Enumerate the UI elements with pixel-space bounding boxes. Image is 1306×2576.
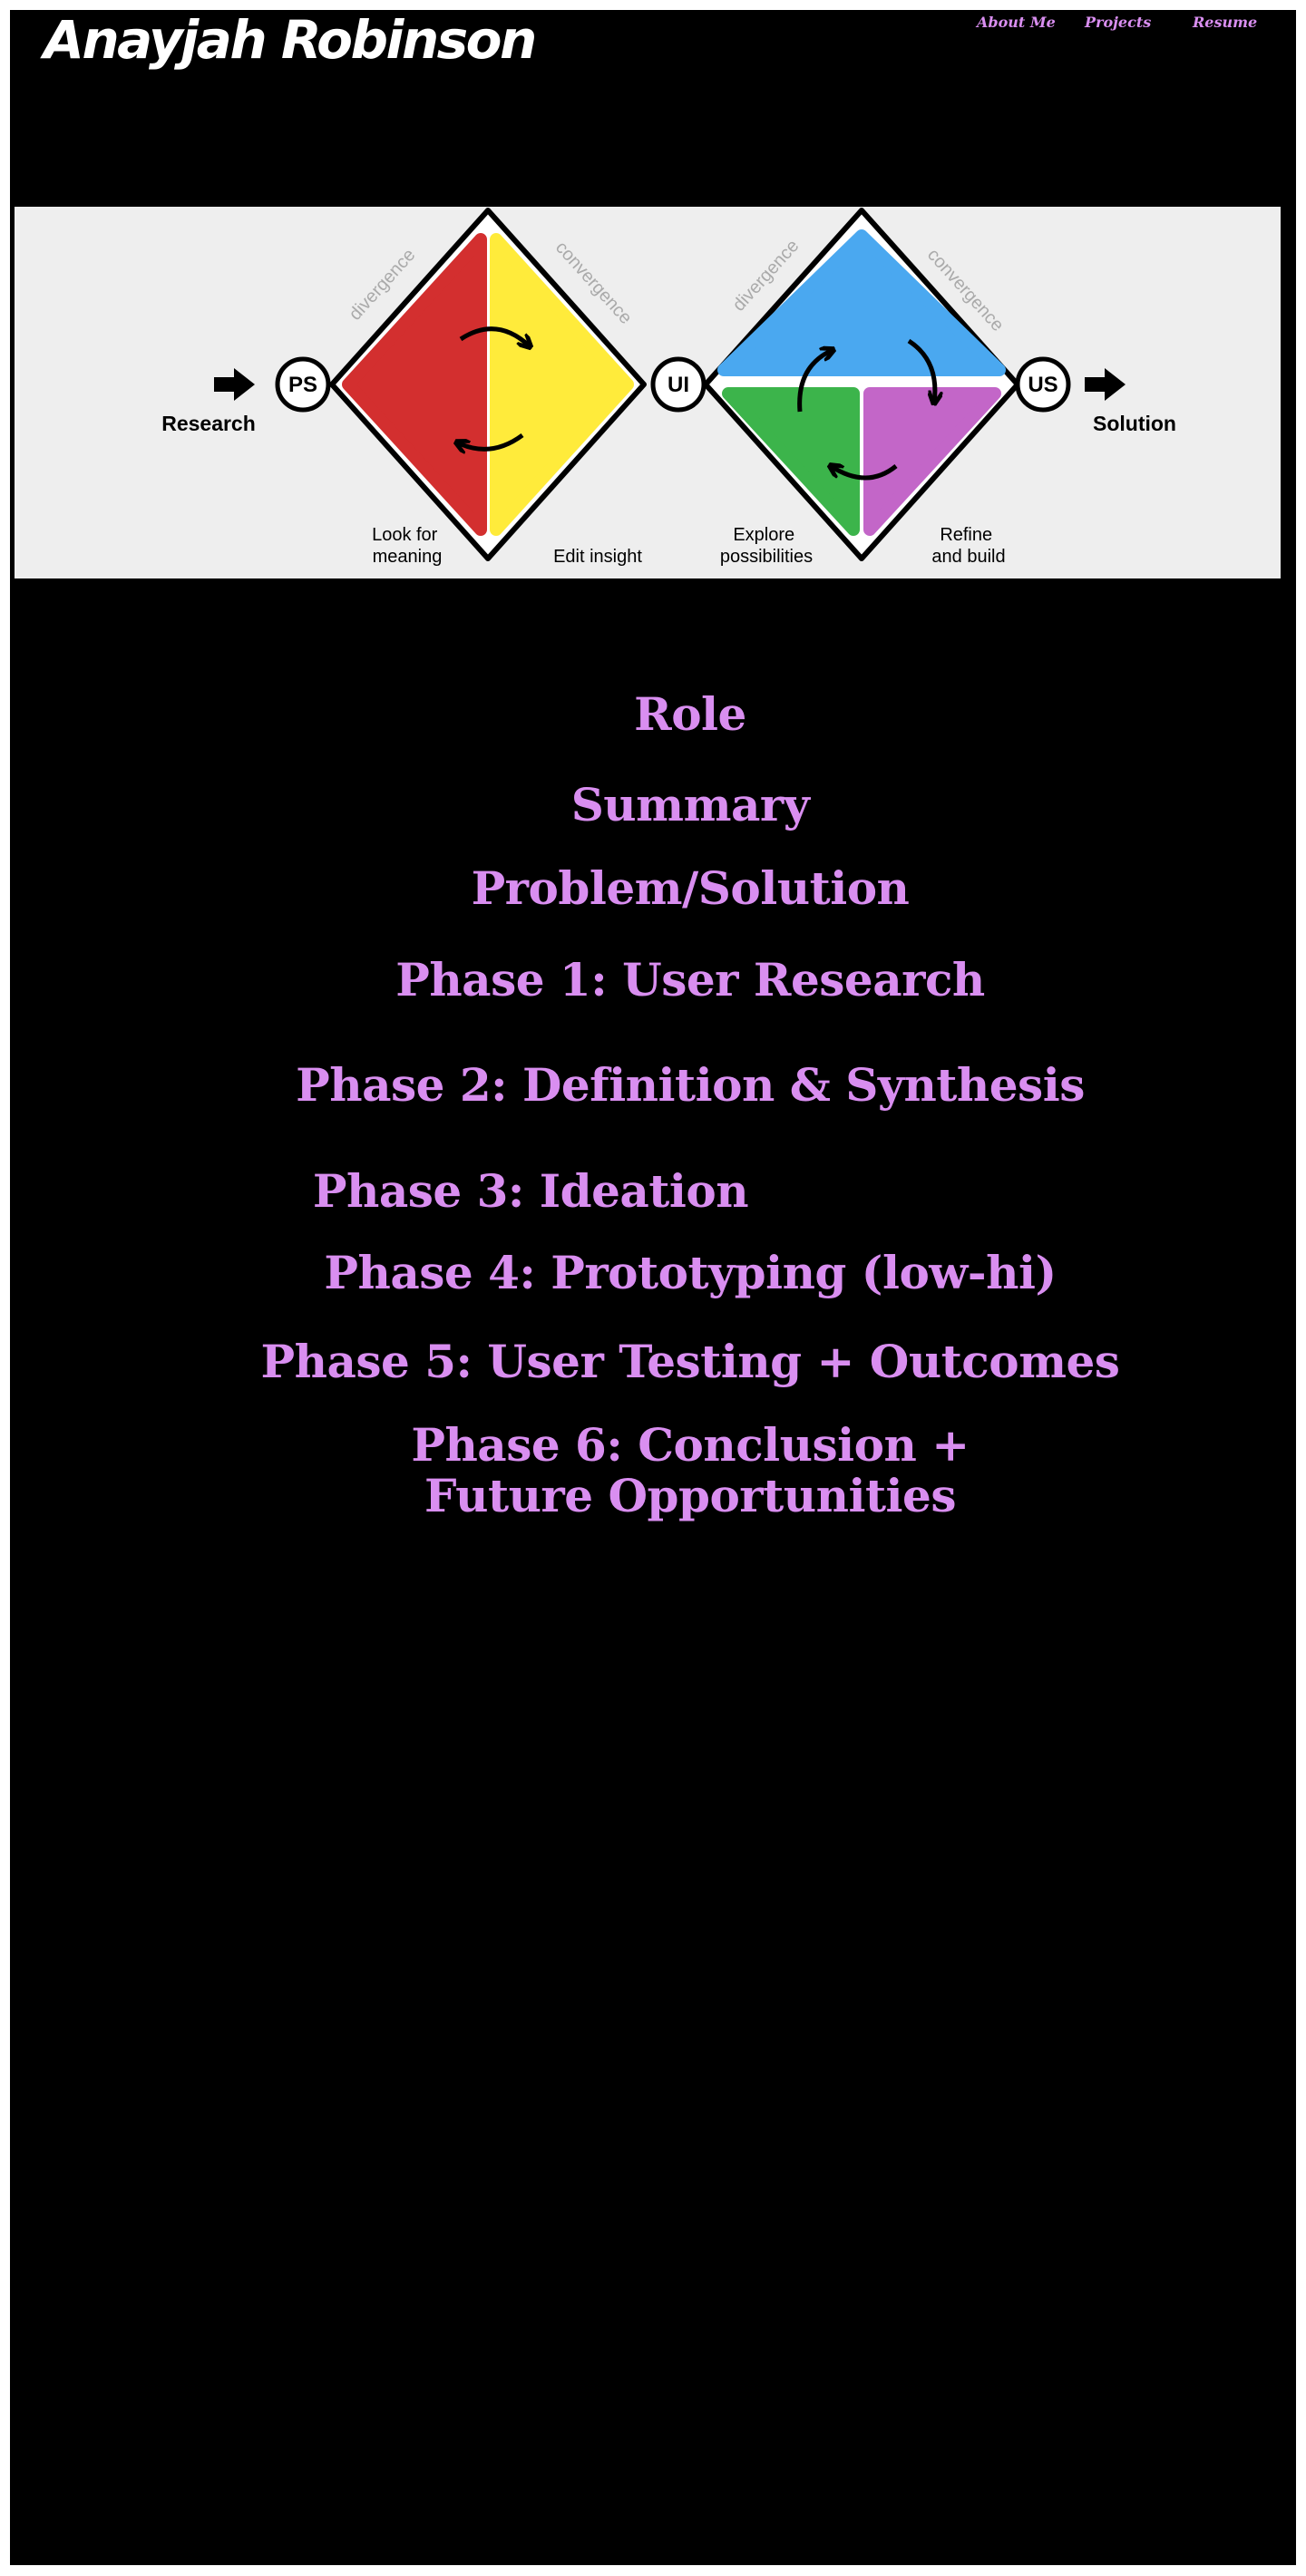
research-label: Research — [161, 412, 256, 435]
red-divergence-shape — [342, 233, 487, 536]
heading-problem-solution: Problem/Solution — [471, 861, 910, 915]
end-arrow-icon — [1085, 368, 1126, 401]
node-us: US — [1015, 356, 1071, 413]
solution-label: Solution — [1093, 412, 1176, 435]
diamond-outline-1 — [329, 208, 647, 561]
start-arrow-icon — [214, 368, 255, 401]
green-shape — [722, 387, 860, 536]
step-label-look-for-meaning: Look for meaning — [372, 525, 443, 567]
purple-shape — [863, 387, 1001, 536]
heading-summary: Summary — [570, 778, 810, 831]
blue-shape — [717, 229, 1006, 376]
heading-phase-6: Phase 6: Conclusion + Future Opportuniti… — [411, 1418, 970, 1522]
heading-phase-1: Phase 1: User Research — [395, 953, 985, 1006]
double-diamond-diagram: PS UI US Research Solution divergence co… — [15, 207, 1281, 578]
heading-phase-5: Phase 5: User Testing + Outcomes — [260, 1335, 1120, 1388]
step-label-explore-possibilities: Explore possibilities — [720, 525, 813, 567]
step-label-edit-insight: Edit insight — [553, 547, 642, 567]
nav-resume[interactable]: Resume — [1193, 14, 1258, 31]
loop-arrow-top-1 — [459, 326, 530, 346]
loop-arrow-left-2 — [797, 350, 833, 413]
nav-about-me[interactable]: About Me — [977, 14, 1056, 31]
node-ps: PS — [275, 356, 331, 413]
heading-phase-4: Phase 4: Prototyping (low-hi) — [324, 1246, 1057, 1299]
nav-projects[interactable]: Projects — [1085, 14, 1152, 31]
heading-role: Role — [634, 687, 746, 741]
loop-arrow-right-2 — [907, 338, 935, 403]
loop-arrow-bottom-1 — [457, 433, 524, 449]
site-title[interactable]: Anayjah Robinson — [44, 9, 537, 71]
node-ui: UI — [650, 356, 707, 413]
heading-phase-3: Phase 3: Ideation — [312, 1164, 749, 1218]
heading-phase-2: Phase 2: Definition & Synthesis — [296, 1058, 1085, 1112]
diamond-outline-2 — [703, 208, 1020, 561]
node-us-label: US — [1028, 373, 1057, 397]
node-ps-label: PS — [288, 373, 317, 397]
node-ui-label: UI — [668, 373, 689, 397]
yellow-convergence-shape — [490, 233, 634, 536]
loop-arrow-bottom-2 — [831, 466, 898, 481]
step-label-refine-and-build: Refine and build — [931, 525, 1005, 567]
